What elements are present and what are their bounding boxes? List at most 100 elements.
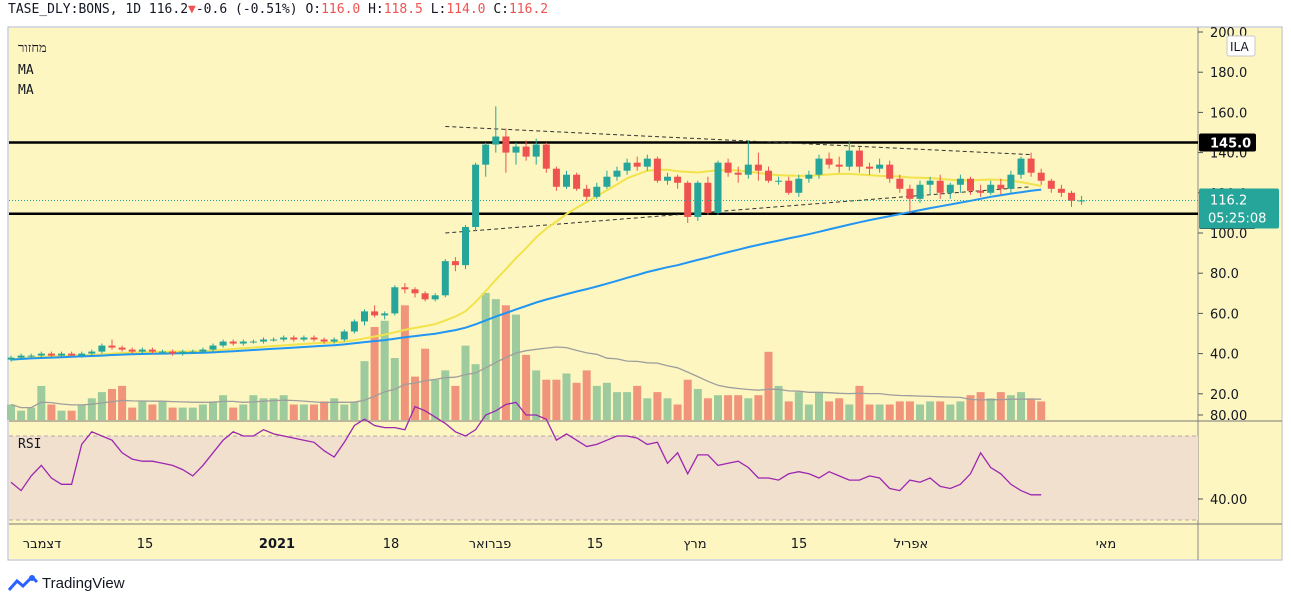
rsi-tick-label: 40.00	[1210, 493, 1247, 508]
volume-bar	[572, 382, 581, 420]
ma-legend-label-1[interactable]: MA	[18, 63, 34, 78]
volume-bar	[512, 314, 520, 420]
candle-body	[401, 287, 409, 290]
candle-body	[967, 178, 974, 191]
volume-bar	[57, 410, 66, 420]
candle-body	[350, 321, 358, 332]
candle-body	[411, 289, 419, 294]
volume-bar	[299, 404, 308, 420]
candle-body	[482, 144, 490, 165]
candle-body	[724, 162, 732, 173]
volume-bar	[380, 320, 389, 420]
volume-bar	[370, 327, 379, 420]
candle-body	[98, 345, 106, 352]
rsi-band-layer	[9, 435, 1198, 521]
volume-bar	[895, 401, 904, 420]
candle-body	[744, 164, 752, 175]
volume-bar	[986, 398, 995, 420]
volume-bar	[491, 299, 500, 420]
candle-body	[189, 351, 197, 353]
volume-bar	[643, 398, 652, 420]
symbol-name[interactable]: TASE_DLY:BONS	[8, 2, 110, 17]
candle-body	[391, 287, 399, 314]
price-change: -0.6 (-0.51%)	[195, 2, 298, 17]
volume-bar	[330, 398, 339, 420]
candle-body	[694, 182, 702, 217]
candle-body	[270, 339, 278, 341]
candle-body	[633, 162, 641, 167]
volume-bar	[683, 379, 692, 420]
candle-body	[330, 339, 338, 342]
candle-body	[754, 164, 762, 171]
volume-bar	[219, 395, 228, 420]
candle-body	[239, 341, 247, 344]
candle-body	[179, 351, 187, 354]
low-value: 114.0	[446, 2, 486, 17]
volume-bar	[592, 385, 601, 420]
volume-bar	[178, 407, 187, 420]
volume-bar	[673, 404, 682, 420]
brand-logo[interactable]: TradingView	[8, 572, 125, 594]
volume-legend-label[interactable]: מחזור	[18, 41, 47, 56]
volume-bar	[825, 401, 834, 420]
candle-body	[462, 226, 469, 266]
volume-bar	[118, 385, 127, 420]
resistance-badge-label: 145.0	[1210, 137, 1251, 152]
volume-bar	[400, 305, 409, 420]
volume-bar	[209, 401, 217, 420]
volume-bar	[37, 385, 46, 420]
candle-body	[613, 170, 621, 177]
volume-bar	[77, 404, 86, 420]
candle-body	[512, 146, 520, 153]
volume-bar	[885, 404, 894, 420]
candle-body	[280, 337, 288, 340]
candle-body	[1057, 188, 1065, 193]
ma-legend-label-2[interactable]: MA	[18, 83, 34, 98]
volume-bar	[67, 410, 76, 420]
low-label: L:	[430, 2, 447, 17]
volume-bars	[7, 292, 1046, 420]
candle-body	[674, 176, 682, 183]
volume-bar	[542, 379, 551, 420]
symbol-header: TASE_DLY:BONS, 1D 116.2▼-0.6 (-0.51%) O:…	[8, 2, 549, 17]
interval-label[interactable]: 1D	[125, 2, 142, 17]
time-axis[interactable]: דצמבר 15 2021 18 פברואר 15 מרץ 15 אפריל מאי	[23, 537, 1116, 552]
volume-bar	[279, 395, 288, 420]
volume-bar	[633, 385, 642, 420]
volume-bar	[966, 395, 975, 420]
price-tick-label: 100.0	[1210, 227, 1247, 242]
candle-body	[845, 150, 853, 167]
candle-body	[573, 174, 581, 189]
tradingview-logo-icon	[8, 575, 38, 591]
support-resistance-levels	[9, 141, 1198, 215]
volume-bar	[411, 376, 419, 420]
volume-bar	[916, 404, 924, 420]
price-tick-label: 160.0	[1210, 106, 1247, 121]
candle-body	[68, 353, 76, 356]
volume-bar	[845, 404, 854, 420]
volume-ma-line	[10, 346, 1042, 409]
rsi-line	[10, 401, 1042, 496]
candle-body	[118, 347, 126, 350]
candle-body	[1078, 200, 1086, 202]
rsi-legend-label[interactable]: RSI	[18, 437, 42, 452]
candle-body	[47, 353, 55, 356]
volume-bar	[754, 395, 763, 420]
price-tick-label: 40.0	[1210, 348, 1239, 363]
candle-body	[623, 162, 631, 171]
candle-body	[381, 313, 389, 316]
volume-bar	[804, 404, 813, 420]
volume-bar	[865, 404, 874, 420]
volume-bar	[815, 392, 823, 420]
price-tick-label: 80.0	[1210, 267, 1239, 282]
candle-body	[795, 178, 803, 193]
candle-body	[522, 146, 530, 157]
high-label: H:	[368, 2, 384, 17]
volume-bar	[350, 401, 359, 420]
candle-body	[593, 186, 601, 197]
volume-bar	[239, 404, 248, 420]
time-tick-label: 2021	[259, 537, 295, 552]
candle-body	[451, 261, 459, 266]
candle-body	[58, 353, 65, 356]
